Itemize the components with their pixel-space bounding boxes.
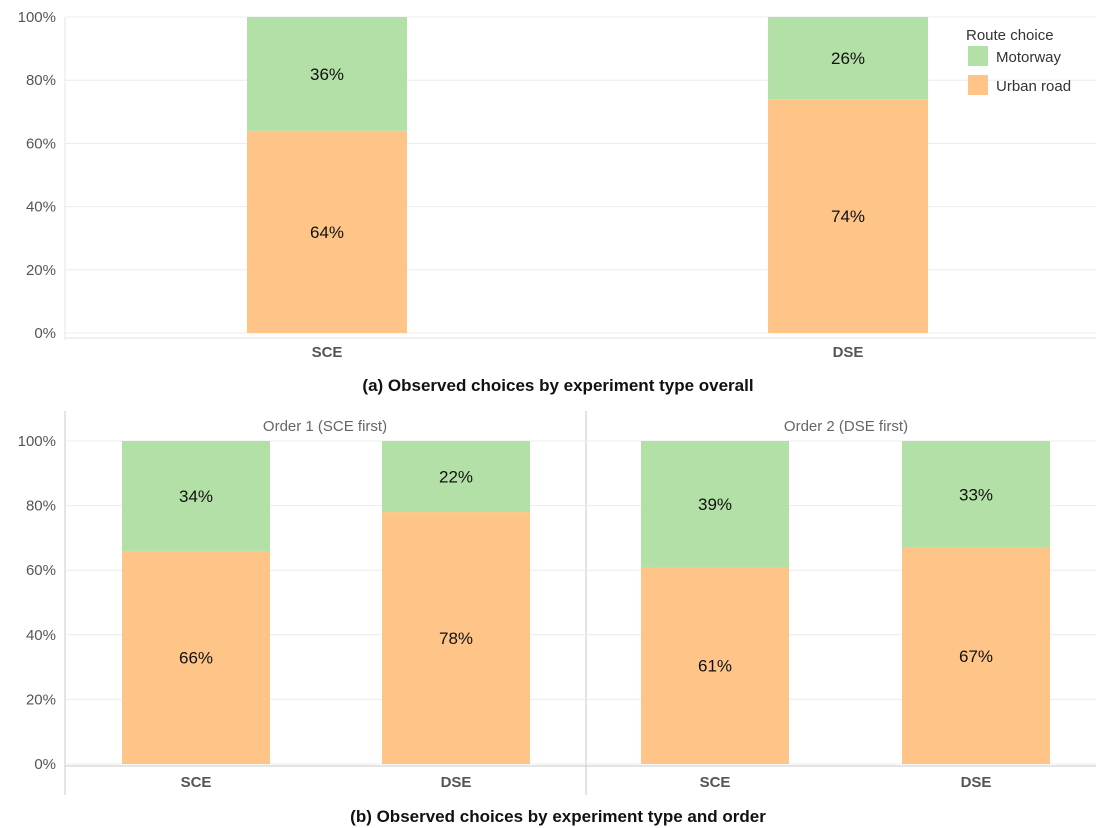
panel-b-facet-1-data-label-dse-motorway: 22%: [439, 468, 473, 487]
panel-a-y-tick-label: 100%: [18, 9, 56, 26]
panel-a-caption: (a) Observed choices by experiment type …: [362, 376, 753, 395]
facet-label-order-2: Order 2 (DSE first): [784, 418, 908, 435]
panel-a-data-label-dse-motorway: 26%: [831, 49, 865, 68]
panel-a-y-tick-label: 60%: [26, 135, 56, 152]
legend: Route choice Motorway Urban road: [966, 27, 1071, 95]
panel-b-facet-1-bar-dse-urban-road: [382, 512, 530, 764]
panel-b-facet-1-bar-sce-urban-road: [122, 550, 270, 764]
panel-a-x-tick-label-dse: DSE: [833, 344, 864, 361]
panel-b-caption: (b) Observed choices by experiment type …: [350, 807, 766, 826]
panel-b-facet-2-data-label-dse-motorway: 33%: [959, 485, 993, 504]
panel-b-facet-2-bar-sce-urban-road: [641, 566, 789, 764]
panel-a-data-label-sce-urban-road: 64%: [310, 223, 344, 242]
legend-title: Route choice: [966, 27, 1054, 44]
panel-b-facet-2-data-label-dse-urban-road: 67%: [959, 647, 993, 666]
legend-swatch-urban-road: [968, 75, 988, 95]
panel-b-facet-1-bar-sce-motorway: [122, 441, 270, 551]
panel-b-facet-1-data-label-dse-urban-road: 78%: [439, 629, 473, 648]
panel-a-bar-dse-urban-road: [768, 99, 928, 333]
panel-b-y-tick-label: 60%: [26, 562, 56, 579]
panel-a-bar-sce-motorway: [247, 17, 407, 131]
panel-b-x-axis: SCE DSE SCE DSE: [181, 774, 992, 791]
panel-b-facet-2-bar-dse-motorway: [902, 441, 1050, 548]
panel-b-facet-2-data-label-sce-motorway: 39%: [698, 495, 732, 514]
panel-a-data-label-sce-motorway: 36%: [310, 65, 344, 84]
panel-a-x-axis: SCE DSE: [312, 344, 864, 361]
panel-b-facet-1-bar-dse-motorway: [382, 441, 530, 513]
panel-b: Order 1 (SCE first) Order 2 (DSE first) …: [18, 411, 1096, 826]
panel-a-x-tick-label-sce: SCE: [312, 344, 343, 361]
panel-b-facet-2-bar-sce-motorway: [641, 441, 789, 567]
panel-a-bar-dse-motorway: [768, 17, 928, 100]
panel-a-y-axis: 0% 20% 40% 60% 80% 100%: [18, 9, 56, 342]
panel-a-bars: 64% 36% 74% 26%: [247, 17, 928, 333]
panel-b-y-tick-label: 80%: [26, 498, 56, 515]
panel-b-facet-2-data-label-sce-urban-road: 61%: [698, 656, 732, 675]
panel-b-y-tick-label: 100%: [18, 433, 56, 450]
legend-label-urban-road: Urban road: [996, 78, 1071, 95]
legend-label-motorway: Motorway: [996, 49, 1062, 66]
panel-b-y-tick-label: 40%: [26, 627, 56, 644]
panel-b-facet-1-x-tick-label-sce: SCE: [181, 774, 212, 791]
panel-b-facet-1-data-label-sce-urban-road: 66%: [179, 648, 213, 667]
panel-b-facet-2-bar-dse-urban-road: [902, 547, 1050, 764]
panel-b-y-tick-label: 0%: [34, 756, 56, 773]
facet-label-order-1: Order 1 (SCE first): [263, 418, 387, 435]
panel-a: 0% 20% 40% 60% 80% 100% 64% 36% 74% 26% SCE DSE (…: [18, 9, 1096, 395]
panel-b-facet-2-x-tick-label-sce: SCE: [700, 774, 731, 791]
panel-b-facet-1-data-label-sce-motorway: 34%: [179, 487, 213, 506]
panel-a-y-tick-label: 80%: [26, 72, 56, 89]
panel-a-y-tick-label: 0%: [34, 325, 56, 342]
legend-swatch-motorway: [968, 46, 988, 66]
panel-a-y-tick-label: 20%: [26, 262, 56, 279]
panel-a-gridlines: [64, 16, 1096, 340]
panel-a-bar-sce-urban-road: [247, 130, 407, 333]
panel-a-y-tick-label: 40%: [26, 199, 56, 216]
panel-b-facet-2-x-tick-label-dse: DSE: [961, 774, 992, 791]
panel-b-y-axis: 0% 20% 40% 60% 80% 100%: [18, 433, 56, 773]
panel-a-data-label-dse-urban-road: 74%: [831, 207, 865, 226]
panel-b-y-tick-label: 20%: [26, 691, 56, 708]
panel-b-facet-1-x-tick-label-dse: DSE: [441, 774, 472, 791]
panel-b-bars: 66% 34% 78% 22% 61% 39% 67% 33%: [122, 441, 1050, 764]
